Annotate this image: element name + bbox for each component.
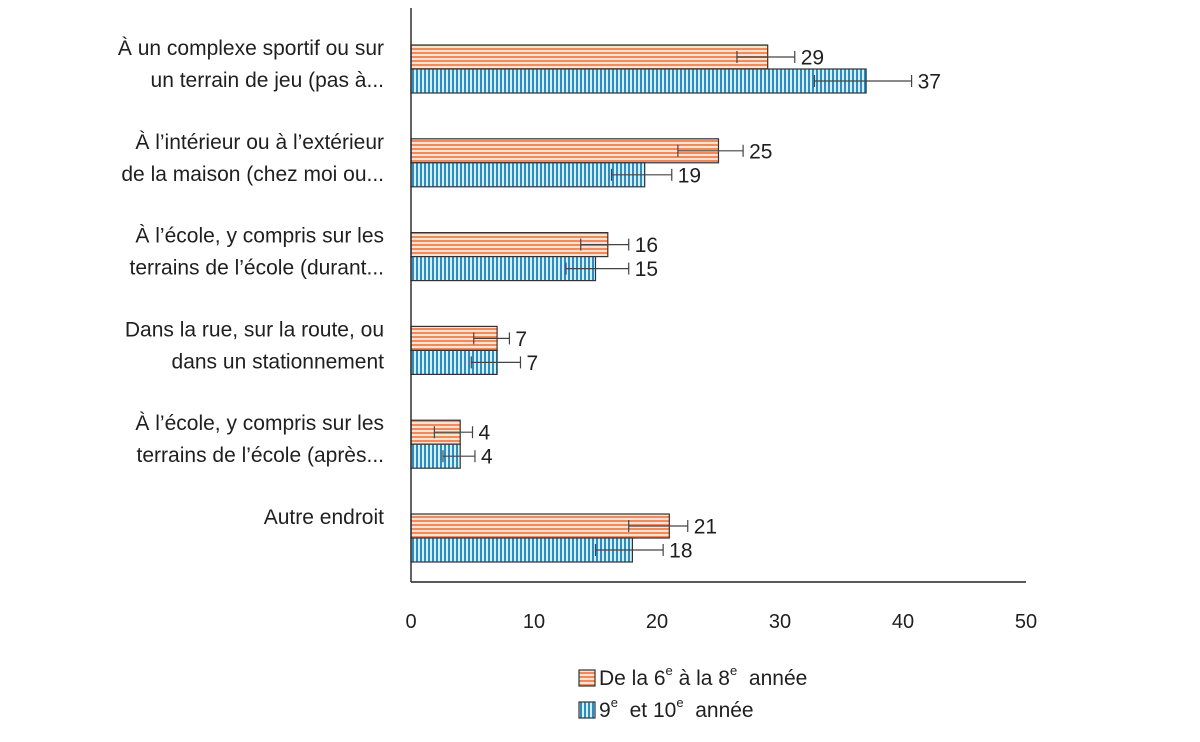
bar-s0-c0 [410, 44, 769, 70]
data-label-s1-c5: 18 [669, 540, 692, 563]
bars-group [410, 44, 867, 563]
data-label-s1-c3: 7 [526, 352, 538, 375]
x-tick-label-5: 50 [1015, 611, 1037, 633]
data-label-s1-c4: 4 [481, 446, 493, 469]
legend: De la 6e à la 8e année 9e et 10e année [578, 663, 807, 722]
data-label-s0-c0: 29 [801, 47, 824, 70]
x-tick-label-1: 10 [523, 611, 545, 633]
category-label-0: À un complexe sportif ou sur un terrain d… [118, 37, 384, 92]
legend-label-1: 9e et 10e année [599, 695, 754, 722]
data-label-s0-c3: 7 [515, 328, 527, 351]
legend-swatch-1 [578, 701, 596, 719]
data-label-s1-c2: 15 [635, 258, 658, 281]
category-label-4: À l’école, y compris sur les terrains de … [135, 412, 384, 467]
data-label-s0-c5: 21 [694, 516, 717, 539]
data-label-s0-c4: 4 [479, 422, 491, 445]
data-label-s0-c1: 25 [749, 140, 772, 163]
data-label-s1-c1: 19 [678, 164, 701, 187]
category-label-1: À l’intérieur ou à l’extérieur de la mais… [121, 131, 384, 186]
tick-labels-group: 0 10 20 30 40 50 [405, 611, 1037, 633]
category-label-3: Dans la rue, sur la route, ou dans un sta… [125, 318, 384, 373]
legend-label-0: De la 6e à la 8e année [599, 663, 807, 690]
bar-s0-c2 [410, 232, 609, 258]
error-bars-group [433, 51, 913, 556]
x-tick-label-2: 20 [646, 611, 668, 633]
bar-s1-c1 [410, 162, 646, 188]
axes-group [410, 8, 1026, 583]
category-label-2: À l’école, y compris sur les terrains de … [130, 225, 384, 280]
category-labels-group: À un complexe sportif ou sur un terrain d… [118, 37, 384, 529]
x-tick-label-3: 30 [769, 611, 791, 633]
category-label-5: Autre endroit [264, 506, 384, 529]
bar-s0-c1 [410, 138, 720, 164]
x-tick-label-0: 0 [405, 611, 416, 633]
data-label-s1-c0: 37 [918, 71, 941, 94]
legend-swatch-0 [578, 669, 596, 687]
x-tick-label-4: 40 [892, 611, 914, 633]
bar-s1-c0 [410, 68, 867, 94]
data-label-s0-c2: 16 [635, 234, 658, 257]
